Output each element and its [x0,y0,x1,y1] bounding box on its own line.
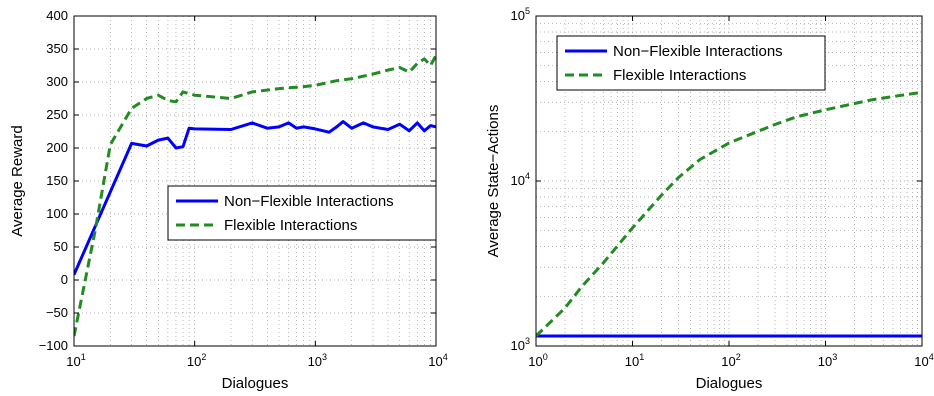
legend-box [167,185,437,241]
y-axis-label: Average Reward [9,125,26,236]
series-line-flexible [74,54,436,337]
x-tick-label: 104 [428,352,447,369]
series-group [74,54,436,337]
x-tick-label: 102 [187,352,206,369]
y-tick-label: 103 [511,336,530,353]
y-tick-label: −100 [39,338,68,353]
legend-label: Non−Flexible Interactions [613,43,783,60]
legend-label: Flexible Interactions [613,67,746,84]
y-tick-label: 300 [46,74,68,89]
legend-label: Flexible Interactions [224,217,357,234]
y-tick-label: 104 [511,171,530,188]
x-tick-label: 103 [308,352,327,369]
y-tick-label: 150 [46,173,68,188]
x-tick-label: 101 [625,352,644,369]
series-line-flexible [536,90,922,338]
state-actions-chart: 100 101 102 103 104 105 104 103 Dialogues Average… [485,6,934,392]
x-tick-label: 104 [914,352,933,369]
series-group [536,90,922,338]
y-tick-label: 200 [46,140,68,155]
x-axis-label: Dialogues [222,375,289,392]
grid [74,16,436,346]
x-tick-label: 101 [66,352,85,369]
y-tick-label: 0 [61,272,68,287]
x-tick-label: 102 [721,352,740,369]
x-tick-label: 100 [528,352,547,369]
y-tick-label: 105 [511,6,530,23]
x-tick-label: 103 [818,352,837,369]
y-tick-label: 250 [46,107,68,122]
legend-box [556,35,826,91]
legend: Non−Flexible Interactions Flexible Intera… [167,185,437,241]
y-tick-label: 100 [46,206,68,221]
reward-chart: 101 102 103 104 400 350 300 250 200 150 100 50 0 −50 −… [9,8,448,392]
y-axis-label: Average State−Actions [485,105,502,258]
x-axis-label: Dialogues [696,375,763,392]
y-tick-label: −50 [46,305,68,320]
y-tick-label: 350 [46,41,68,56]
legend: Non−Flexible Interactions Flexible Intera… [556,35,826,91]
y-tick-label: 400 [46,8,68,23]
series-line-non-flexible [74,120,436,276]
legend-label: Non−Flexible Interactions [224,193,394,210]
y-tick-label: 50 [54,239,68,254]
